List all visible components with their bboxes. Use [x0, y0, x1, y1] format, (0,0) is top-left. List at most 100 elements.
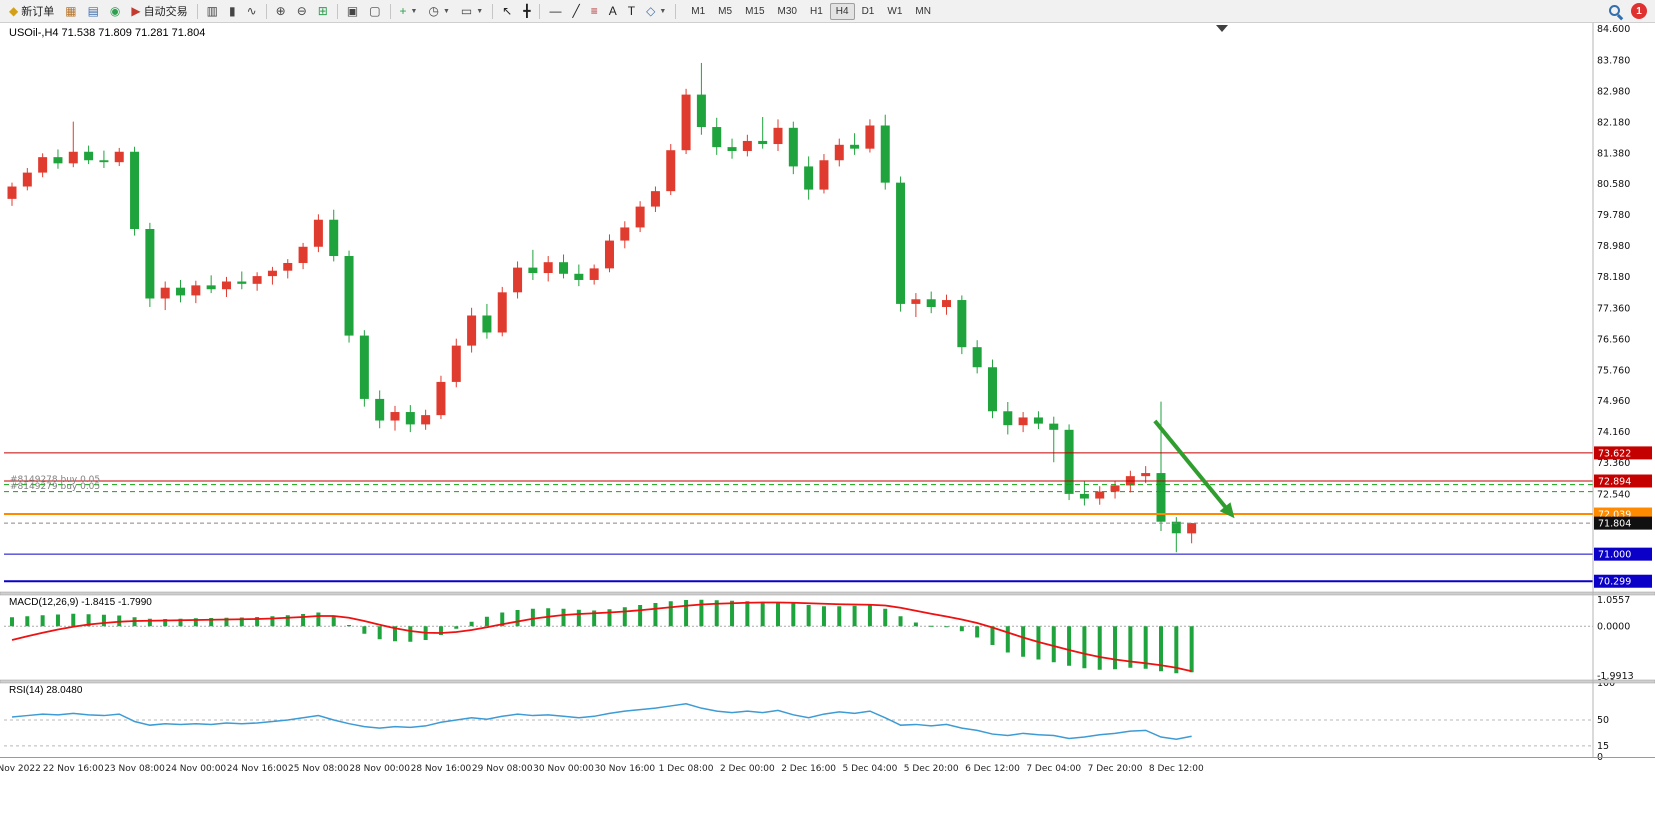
macd-bar — [1005, 626, 1010, 653]
macd-bar — [806, 605, 811, 627]
macd-bar — [393, 626, 397, 642]
macd-bar — [209, 618, 214, 627]
macd-bar — [1174, 626, 1179, 674]
panel-splitter-rsi[interactable] — [0, 679, 1655, 684]
line-chart-button[interactable]: ∿ — [242, 0, 262, 22]
toolbar: ◆ 新订单 ▦ ▤ ◉ ▶ 自动交易 ▥ ▮ ∿ ⊕ ⊖ ⊞ ▣ ▢ + ▼ ◷ ▼ ▭ ▼ ↖ ╋ — ╱ ≡ A T ◇ ▼ M1 M5… — [0, 0, 1655, 23]
candle-body — [390, 412, 400, 421]
toolbar-separator — [196, 3, 198, 19]
macd-bar — [990, 626, 995, 645]
candle-body — [451, 345, 461, 382]
candle-body — [329, 219, 339, 257]
candle-body — [221, 281, 231, 290]
timeframe-H4[interactable]: H4 — [829, 2, 855, 20]
fibonacci-button[interactable]: ≡ — [586, 0, 603, 22]
macd-bar — [408, 626, 413, 642]
chart-title: USOil-,H4 71.538 71.809 71.281 71.804 — [9, 27, 206, 39]
macd-histogram — [10, 599, 1194, 674]
chart-shift-marker[interactable] — [1216, 25, 1228, 32]
shapes-button[interactable]: ◇ ▼ — [641, 0, 671, 22]
trendline-button[interactable]: ╱ — [567, 0, 584, 22]
timeframe-M15[interactable]: M15 — [745, 5, 765, 17]
candle-body — [206, 285, 216, 290]
community-button[interactable]: ◉ — [105, 0, 125, 22]
macd-bar — [25, 616, 30, 627]
candle-body — [84, 151, 94, 161]
candle-body — [513, 267, 523, 293]
new-order-button[interactable]: ◆ 新订单 — [4, 0, 59, 22]
new-chart-button[interactable]: + ▼ — [395, 0, 423, 22]
svg-text:70.299: 70.299 — [1598, 577, 1631, 588]
macd-bar — [316, 612, 321, 627]
notification-badge[interactable]: 1 — [1631, 3, 1647, 19]
candle-body — [191, 285, 201, 296]
candles — [7, 62, 1197, 553]
macd-bar — [638, 605, 643, 627]
open-position-label: #8149278 buy 0.05 — [10, 475, 100, 485]
timeframe-H1[interactable]: H1 — [809, 5, 823, 17]
timeframe-M1[interactable]: M1 — [691, 5, 706, 17]
candle-body — [926, 299, 936, 307]
arrange-windows-button[interactable]: ▢ — [364, 0, 385, 22]
candlestick-chart-button[interactable]: ▮ — [224, 0, 241, 22]
cursor-button[interactable]: ↖ — [497, 0, 517, 22]
timeframe-M5[interactable]: M5 — [718, 5, 733, 17]
search-icon[interactable] — [1608, 4, 1623, 19]
toolbar-separator — [389, 3, 391, 19]
time-tick-label: 8 Dec 12:00 — [1149, 764, 1204, 774]
macd-bar — [239, 617, 244, 627]
bar-chart-button[interactable]: ▥ — [202, 0, 223, 22]
macd-bar — [1067, 626, 1072, 666]
snapshot-caret-icon: ▼ — [476, 7, 484, 15]
macd-signal-line — [11, 601, 1192, 673]
crosshair-button[interactable]: ╋ — [518, 0, 535, 22]
price-axis-label-71.000: 71.000 — [1594, 547, 1652, 561]
auto-trading-button[interactable]: ▶ 自动交易 — [126, 0, 192, 22]
time-tick-label: 25 Nov 08:00 — [288, 764, 349, 774]
annotation-arrow[interactable] — [1153, 419, 1235, 519]
timeframe-MN[interactable]: MN — [915, 5, 931, 17]
profiles-button[interactable]: ◷ ▼ — [423, 0, 454, 22]
timeframe-W1[interactable]: W1 — [887, 5, 903, 17]
cursor-icon: ↖ — [502, 4, 513, 18]
macd-bar — [178, 618, 183, 627]
time-tick-label: 2 Dec 00:00 — [720, 764, 775, 774]
svg-text:71.000: 71.000 — [1598, 550, 1631, 561]
toolbar-separator — [675, 3, 677, 19]
zoom-in-button[interactable]: ⊕ — [271, 0, 291, 22]
macd-bar — [377, 626, 382, 640]
time-axis-zone[interactable] — [0, 757, 1593, 777]
text-button[interactable]: A — [604, 0, 622, 22]
panel-splitter-macd[interactable] — [0, 591, 1655, 596]
time-tick-label: 30 Nov 00:00 — [533, 764, 594, 774]
line-chart-icon: ∿ — [246, 4, 257, 18]
candle-body — [850, 144, 860, 149]
time-axis[interactable]: 22 Nov 202222 Nov 16:0023 Nov 08:0024 No… — [0, 764, 1204, 774]
toolbar-right: 1 — [1608, 3, 1651, 19]
tile-windows-button[interactable]: ⊞ — [313, 0, 333, 22]
macd-bar — [653, 603, 658, 627]
macd-bar — [530, 608, 535, 627]
auto-trading-label: 自动交易 — [143, 6, 188, 18]
zoom-out-button[interactable]: ⊖ — [292, 0, 312, 22]
candlestick-chart-icon: ▮ — [228, 4, 236, 18]
candle-body — [421, 415, 431, 425]
snapshot-button[interactable]: ▭ ▼ — [456, 0, 488, 22]
macd-label: MACD(12,26,9) -1.8415 -1.7990 — [9, 597, 152, 608]
timeframe-D1[interactable]: D1 — [861, 5, 875, 17]
snapshot-icon: ▭ — [460, 4, 473, 18]
timeframe-M30[interactable]: M30 — [777, 5, 797, 17]
new-chart-icon: + — [399, 4, 407, 18]
candle-body — [38, 157, 48, 173]
data-window-button[interactable]: ▤ — [83, 0, 104, 22]
macd-bar — [101, 614, 106, 627]
text-label-icon: T — [627, 4, 636, 18]
horizontal-line-button[interactable]: — — [544, 0, 566, 22]
cascade-windows-button[interactable]: ▣ — [342, 0, 363, 22]
text-label-button[interactable]: T — [623, 0, 640, 22]
price-axis[interactable] — [1593, 22, 1655, 757]
market-watch-button[interactable]: ▦ — [60, 0, 81, 22]
candle-body — [1018, 417, 1028, 426]
